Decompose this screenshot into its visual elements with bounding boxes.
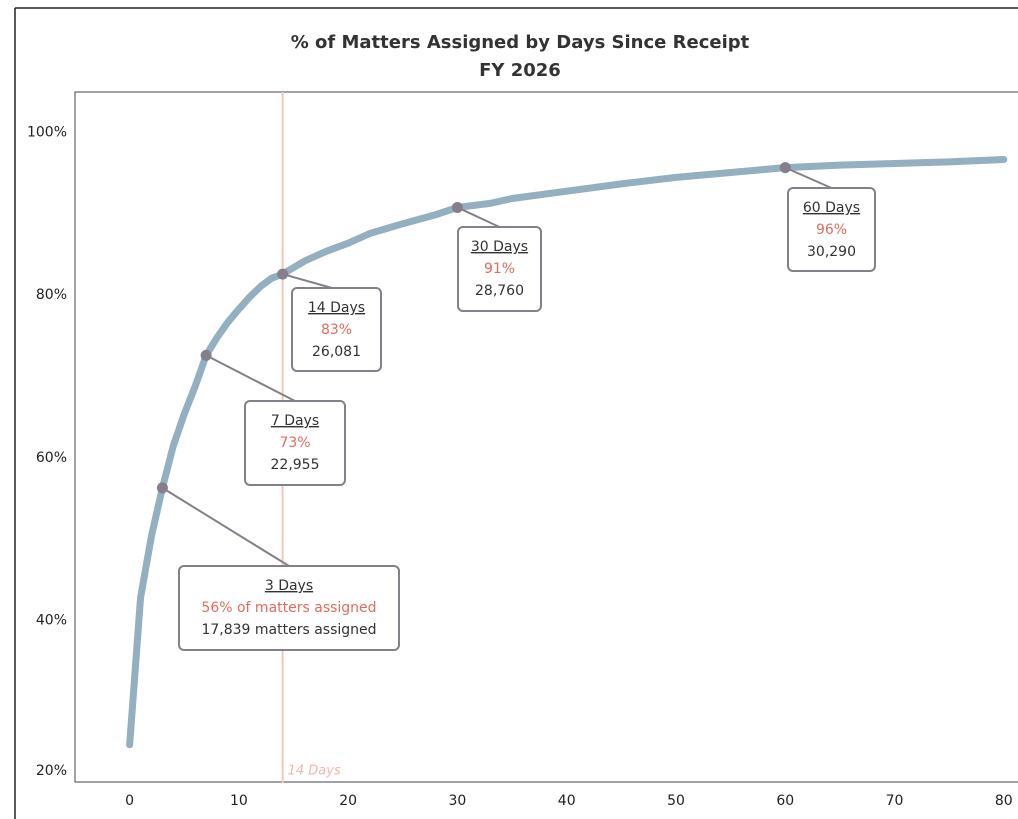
annotation-box <box>244 400 346 486</box>
annotation-pct: 96% <box>816 222 847 238</box>
annotation-title: 30 Days <box>471 239 528 255</box>
annotation-dot <box>200 349 212 361</box>
annotation-title: 14 Days <box>308 300 365 316</box>
chart-title: % of Matters Assigned by Days Since Rece… <box>291 32 750 53</box>
y-tick-label: 60% <box>36 450 67 466</box>
annotation-pct: 91% <box>484 261 515 277</box>
y-tick-label: 20% <box>36 763 67 779</box>
y-tick-label: 80% <box>36 287 67 303</box>
annotation-count: 26,081 <box>312 344 361 360</box>
x-tick-label: 30 <box>449 793 467 809</box>
x-tick-label: 40 <box>558 793 576 809</box>
annotation-title: 60 Days <box>803 200 860 216</box>
annotation-dot <box>156 482 168 494</box>
x-tick-label: 50 <box>667 793 685 809</box>
annotation-box <box>457 226 542 312</box>
annotation-pct: 83% <box>321 322 352 338</box>
annotation-title: 3 Days <box>265 578 313 594</box>
annotation-box <box>178 565 400 651</box>
annotation-count: 30,290 <box>807 244 856 260</box>
x-tick-label: 70 <box>886 793 904 809</box>
x-tick-label: 80 <box>995 793 1013 809</box>
y-tick-label: 100% <box>27 125 67 141</box>
annotation-box <box>787 187 876 272</box>
annotation-dot <box>277 268 289 280</box>
annotation-count: 28,760 <box>475 283 524 299</box>
annotation-dot <box>779 162 791 174</box>
leader-line <box>282 273 333 289</box>
plot-border <box>74 91 1018 783</box>
annotation-box <box>291 287 382 372</box>
leader-line <box>161 487 290 567</box>
x-tick-label: 0 <box>125 793 134 809</box>
line-series <box>126 155 1008 749</box>
x-tick-label: 10 <box>230 793 248 809</box>
annotation-dot <box>451 201 463 213</box>
annotation-pct: 56% of matters assigned <box>201 600 376 616</box>
annotation-pct: 73% <box>279 435 310 451</box>
leader-line <box>457 206 500 228</box>
y-tick-label: 40% <box>36 612 67 628</box>
leader-line <box>784 166 832 189</box>
annotation-title: 7 Days <box>271 413 319 429</box>
x-tick-label: 20 <box>339 793 357 809</box>
leader-line <box>205 354 296 402</box>
annotation-count: 22,955 <box>271 457 320 473</box>
annotation-count: 17,839 matters assigned <box>201 622 376 638</box>
x-tick-label: 60 <box>776 793 794 809</box>
chart-subtitle: FY 2026 <box>479 60 561 81</box>
reference-label: 14 Days <box>288 764 341 779</box>
